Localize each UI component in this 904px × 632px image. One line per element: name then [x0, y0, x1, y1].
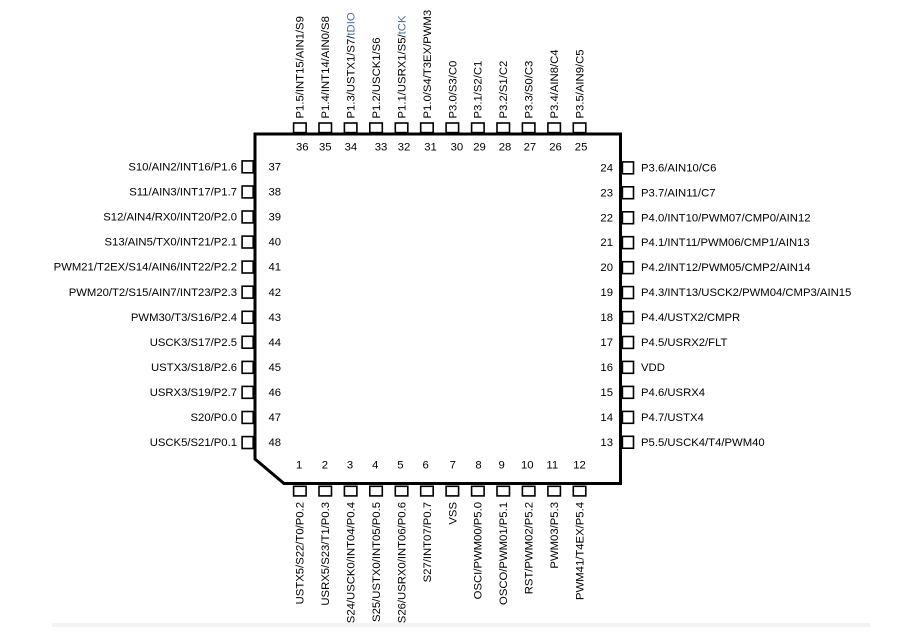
svg-text:P1.3/USTX1/S7/tDIO: P1.3/USTX1/S7/tDIO — [346, 12, 358, 118]
svg-text:18: 18 — [600, 312, 613, 324]
svg-text:13: 13 — [600, 437, 613, 449]
svg-text:7: 7 — [450, 460, 456, 472]
svg-text:39: 39 — [269, 212, 282, 224]
svg-text:S10/AIN2/INT16/P1.6: S10/AIN2/INT16/P1.6 — [128, 161, 237, 173]
svg-text:40: 40 — [269, 237, 282, 249]
svg-text:8: 8 — [475, 460, 481, 472]
svg-text:S11/AIN3/INT17/P1.7: S11/AIN3/INT17/P1.7 — [129, 187, 237, 199]
svg-text:24: 24 — [600, 162, 613, 174]
svg-text:P4.0/INT10/PWM07/CMP0/AIN12: P4.0/INT10/PWM07/CMP0/AIN12 — [641, 212, 811, 224]
svg-text:10: 10 — [521, 460, 534, 472]
svg-text:P4.3/INT13/USCK2/PWM04/CMP3/AI: P4.3/INT13/USCK2/PWM04/CMP3/AIN15 — [641, 287, 851, 299]
svg-text:P5.5/USCK4/T4/PWM40: P5.5/USCK4/T4/PWM40 — [641, 437, 765, 449]
svg-text:4: 4 — [372, 460, 378, 472]
svg-text:37: 37 — [269, 161, 282, 173]
svg-text:42: 42 — [269, 287, 282, 299]
svg-text:35: 35 — [319, 142, 332, 154]
svg-text:38: 38 — [269, 187, 282, 199]
svg-text:23: 23 — [600, 187, 613, 199]
svg-text:19: 19 — [600, 287, 613, 299]
svg-text:RST/PWM02/P5.2: RST/PWM02/P5.2 — [524, 502, 536, 594]
svg-text:P3.4/AIN8/C4: P3.4/AIN8/C4 — [549, 49, 561, 118]
svg-text:48: 48 — [269, 437, 282, 449]
svg-text:USRX3/S19/P2.7: USRX3/S19/P2.7 — [150, 387, 237, 399]
svg-text:PWM20/T2/S15/AIN7/INT23/P2.3: PWM20/T2/S15/AIN7/INT23/P2.3 — [69, 287, 237, 299]
svg-text:45: 45 — [269, 362, 282, 374]
svg-text:USCK5/S21/P0.1: USCK5/S21/P0.1 — [150, 437, 237, 449]
svg-text:P3.1/S2/C1: P3.1/S2/C1 — [473, 61, 485, 119]
svg-text:12: 12 — [573, 460, 586, 472]
svg-text:P1.0/S4/T3EX/PWM3: P1.0/S4/T3EX/PWM3 — [422, 10, 434, 119]
svg-text:PWM21/T2EX/S14/AIN6/INT22/P2.2: PWM21/T2EX/S14/AIN6/INT22/P2.2 — [54, 262, 237, 274]
svg-text:OSCO/PWM01/P5.1: OSCO/PWM01/P5.1 — [498, 502, 510, 605]
svg-text:5: 5 — [397, 460, 403, 472]
svg-text:21: 21 — [600, 237, 613, 249]
svg-text:P4.7/USTX4: P4.7/USTX4 — [641, 412, 704, 424]
svg-text:USTX3/S18/P2.6: USTX3/S18/P2.6 — [151, 362, 237, 374]
svg-text:VDD: VDD — [641, 362, 665, 374]
svg-text:29: 29 — [473, 142, 486, 154]
svg-text:46: 46 — [269, 387, 282, 399]
svg-text:P1.4/INT14/AIN0/S8: P1.4/INT14/AIN0/S8 — [320, 16, 332, 118]
svg-text:11: 11 — [546, 460, 558, 472]
svg-text:15: 15 — [600, 387, 613, 399]
svg-text:S12/AIN4/RX0/INT20/P2.0: S12/AIN4/RX0/INT20/P2.0 — [103, 212, 237, 224]
svg-text:14: 14 — [600, 412, 613, 424]
svg-text:P1.1/USRX1/S5/tCK: P1.1/USRX1/S5/tCK — [396, 15, 408, 118]
svg-text:41: 41 — [269, 262, 282, 274]
svg-text:S25/USTX0/INT05/P0.5: S25/USTX0/INT05/P0.5 — [371, 502, 383, 622]
svg-text:33: 33 — [375, 142, 388, 154]
svg-text:P1.2/USCK1/S6: P1.2/USCK1/S6 — [371, 37, 383, 118]
svg-text:S26/USRX0/INT06/P0.6: S26/USRX0/INT06/P0.6 — [396, 502, 408, 623]
svg-text:1: 1 — [296, 460, 302, 472]
svg-text:22: 22 — [600, 212, 613, 224]
svg-text:P3.2/S1/C2: P3.2/S1/C2 — [498, 61, 510, 119]
svg-text:17: 17 — [600, 337, 613, 349]
svg-text:P3.3/S0/C3: P3.3/S0/C3 — [524, 61, 536, 119]
svg-text:43: 43 — [269, 312, 282, 324]
svg-text:34: 34 — [345, 142, 358, 154]
svg-text:2: 2 — [322, 460, 328, 472]
svg-text:26: 26 — [549, 142, 562, 154]
svg-text:USCK3/S17/P2.5: USCK3/S17/P2.5 — [150, 337, 237, 349]
svg-text:S20/P0.0: S20/P0.0 — [191, 412, 237, 424]
svg-text:9: 9 — [498, 460, 504, 472]
svg-text:P4.6/USRX4: P4.6/USRX4 — [641, 387, 705, 399]
svg-text:PWM30/T3/S16/P2.4: PWM30/T3/S16/P2.4 — [131, 312, 237, 324]
svg-text:27: 27 — [524, 142, 537, 154]
svg-text:P4.5/USRX2/FLT: P4.5/USRX2/FLT — [641, 337, 728, 349]
svg-text:P3.7/AIN11/C7: P3.7/AIN11/C7 — [641, 187, 716, 199]
svg-text:30: 30 — [451, 142, 464, 154]
svg-text:OSCI/PWM00/P5.0: OSCI/PWM00/P5.0 — [473, 502, 485, 599]
svg-text:PWM03/P5.3: PWM03/P5.3 — [549, 502, 561, 569]
svg-text:44: 44 — [269, 337, 282, 349]
svg-text:PWM41/T4EX/P5.4: PWM41/T4EX/P5.4 — [574, 502, 586, 600]
svg-text:P3.6/AIN10/C6: P3.6/AIN10/C6 — [641, 162, 716, 174]
svg-text:S13/AIN5/TX0/INT21/P2.1: S13/AIN5/TX0/INT21/P2.1 — [105, 237, 238, 249]
svg-text:31: 31 — [424, 142, 437, 154]
svg-text:47: 47 — [269, 412, 282, 424]
svg-text:P4.1/INT11/PWM06/CMP1/AIN13: P4.1/INT11/PWM06/CMP1/AIN13 — [641, 237, 810, 249]
svg-text:P3.5/AIN9/C5: P3.5/AIN9/C5 — [574, 49, 586, 118]
svg-text:20: 20 — [600, 262, 613, 274]
svg-text:6: 6 — [423, 460, 429, 472]
svg-text:VSS: VSS — [447, 502, 459, 525]
svg-text:USTX5/S22/T0/P0.2: USTX5/S22/T0/P0.2 — [295, 502, 307, 604]
svg-text:3: 3 — [347, 460, 353, 472]
svg-text:36: 36 — [296, 142, 309, 154]
svg-text:P4.4/USTX2/CMPR: P4.4/USTX2/CMPR — [641, 312, 740, 324]
svg-text:P1.5/INT15/AIN1/S9: P1.5/INT15/AIN1/S9 — [295, 16, 307, 118]
svg-text:S24/USCK0/INT04/P0.4: S24/USCK0/INT04/P0.4 — [346, 502, 358, 623]
svg-text:16: 16 — [600, 362, 613, 374]
svg-text:S27/INT07/P0.7: S27/INT07/P0.7 — [422, 502, 434, 582]
svg-text:P4.2/INT12/PWM05/CMP2/AIN14: P4.2/INT12/PWM05/CMP2/AIN14 — [641, 262, 811, 274]
svg-text:USRX5/S23/T1/P0.3: USRX5/S23/T1/P0.3 — [320, 502, 332, 606]
svg-text:28: 28 — [499, 142, 512, 154]
svg-text:25: 25 — [575, 142, 588, 154]
svg-text:P3.0/S3/C0: P3.0/S3/C0 — [447, 61, 459, 119]
svg-text:32: 32 — [398, 142, 411, 154]
